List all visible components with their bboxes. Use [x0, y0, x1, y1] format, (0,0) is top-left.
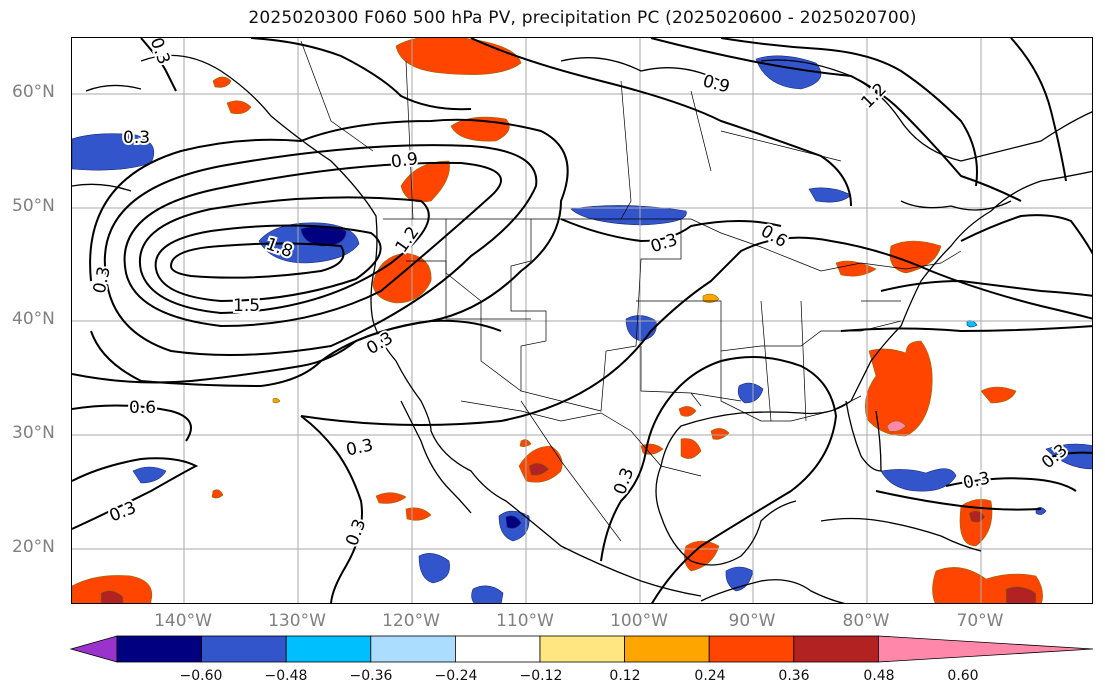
contour-label: 0.3 — [90, 265, 115, 296]
lon-label-110w: 110°W — [496, 611, 554, 631]
contour-label: 0.3 — [344, 435, 375, 460]
contour-label: 0.3 — [123, 128, 150, 148]
pv-contour-1-2 — [138, 196, 430, 315]
colorbar-tick-label: 0.12 — [609, 668, 641, 684]
coastlines — [72, 54, 1092, 603]
colorbar-tick-label: 0.48 — [863, 668, 895, 684]
pv-contour-0-9 — [123, 161, 502, 328]
lat-label-50n: 50°N — [12, 196, 55, 216]
pv-contour-0-6 — [103, 144, 538, 356]
lon-label-100w: 100°W — [610, 611, 668, 631]
contour-label: 0.6 — [129, 398, 156, 418]
contour-label: 0.3 — [610, 465, 638, 497]
colorbar-tick-label: 0.60 — [947, 668, 979, 684]
pv-contour-0-3-gulf — [300, 236, 1092, 426]
lat-label-30n: 30°N — [12, 423, 55, 443]
lat-label-60n: 60°N — [12, 82, 55, 102]
colorbar-tick-label: −0.48 — [264, 668, 308, 684]
contour-labels: 0.3 0.3 0.3 0.3 0.3 0.3 0.3 0.3 0.3 0.3 … — [88, 38, 1074, 551]
colorbar — [69, 635, 1094, 663]
contour-label: 1.2 — [392, 223, 424, 257]
colorbar-segment — [454, 635, 541, 663]
colorbar-segment — [370, 635, 456, 663]
lon-label-90w: 90°W — [728, 611, 776, 631]
lat-label-20n: 20°N — [12, 537, 55, 557]
lon-label-70w: 70°W — [956, 611, 1004, 631]
contour-label: 0.3 — [342, 516, 370, 548]
colorbar-tick-label: 0.24 — [694, 668, 726, 684]
contour-label: 1.5 — [233, 296, 260, 316]
colorbar-extend-max — [878, 635, 1094, 663]
us-mexico-border — [460, 400, 702, 477]
graticule — [72, 38, 1092, 603]
colorbar-segment — [116, 635, 202, 663]
map-panel: 0.3 0.3 0.3 0.3 0.3 0.3 0.3 0.3 0.3 0.3 … — [71, 37, 1093, 604]
lon-label-120w: 120°W — [382, 611, 440, 631]
pv-contours — [72, 38, 1092, 603]
colorbar-tick-label: −0.60 — [179, 668, 223, 684]
colorbar-segment — [708, 635, 795, 663]
colorbar-tick-label: −0.36 — [349, 668, 393, 684]
lon-label-130w: 130°W — [268, 611, 326, 631]
precip-negative-areas — [72, 55, 1092, 603]
colorbar-tick-label: −0.24 — [434, 668, 478, 684]
colorbar-segment — [285, 635, 372, 663]
colorbar-tick-label: 0.36 — [778, 668, 810, 684]
pv-contour-0-3-south — [72, 457, 199, 530]
us-canada-border — [383, 218, 962, 272]
lat-label-40n: 40°N — [12, 309, 55, 329]
west-coast — [140, 54, 702, 597]
lon-label-140w: 140°W — [154, 611, 212, 631]
pv-contour-1-5 — [154, 224, 382, 303]
colorbar-extend-min — [69, 635, 118, 663]
colorbar-segment — [539, 635, 625, 663]
colorbar-tick-label: −0.12 — [519, 668, 563, 684]
contour-label: 0.9 — [390, 149, 420, 173]
precip-blob-nw-canada — [395, 38, 522, 75]
colorbar-segment — [793, 635, 879, 663]
pv-contour-0-3-main — [89, 118, 569, 388]
contour-label: 0.3 — [961, 468, 992, 493]
lon-label-80w: 80°W — [842, 611, 890, 631]
map-title: 2025020300 F060 500 hPa PV, precipitatio… — [248, 8, 917, 28]
contour-label: 0.3 — [146, 38, 174, 67]
map-canvas: 0.3 0.3 0.3 0.3 0.3 0.3 0.3 0.3 0.3 0.3 … — [72, 38, 1092, 603]
colorbar-segment — [201, 635, 287, 663]
contour-label: 0.3 — [107, 498, 140, 527]
contour-label: 0.3 — [363, 328, 396, 359]
pv-contour-0-6-south — [72, 319, 502, 384]
colorbar-segment — [624, 635, 710, 663]
florida-coast — [845, 400, 882, 472]
pv-contour-1-8 — [169, 242, 345, 279]
contour-label: 1.2 — [858, 79, 891, 112]
